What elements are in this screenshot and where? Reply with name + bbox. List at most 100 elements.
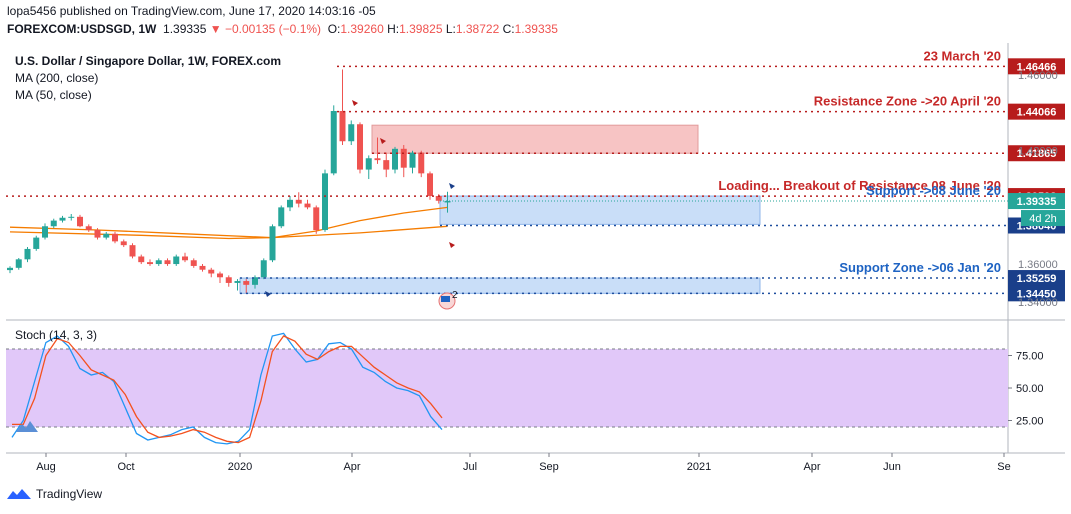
candle[interactable] — [77, 214, 83, 228]
price-tag-label: 1.39335 — [1017, 196, 1057, 208]
candle[interactable] — [287, 196, 293, 212]
price-tag-label: 1.35259 — [1017, 273, 1057, 285]
level-resistance[interactable]: 1.41865 — [372, 145, 1065, 162]
ma50-line[interactable] — [9, 206, 448, 240]
zone-resistance-0[interactable] — [371, 124, 699, 154]
candle-body — [33, 237, 40, 249]
candle-body — [42, 226, 48, 238]
candle[interactable] — [313, 205, 320, 234]
candle[interactable] — [68, 213, 75, 221]
candle[interactable] — [182, 252, 188, 263]
candle[interactable] — [252, 275, 258, 289]
candle[interactable] — [59, 215, 66, 223]
candle[interactable] — [208, 267, 215, 278]
tradingview-brand[interactable]: TradingView — [6, 487, 102, 501]
candle-body — [208, 269, 215, 274]
candle[interactable] — [199, 264, 206, 272]
candle[interactable] — [418, 150, 425, 178]
candle[interactable] — [444, 191, 451, 213]
candle-body — [322, 173, 328, 231]
candle-body — [383, 160, 390, 170]
candle-body — [313, 207, 320, 231]
level-annotation: Support ->08 June '20 — [866, 183, 1001, 198]
candle[interactable] — [15, 257, 22, 270]
stoch-line-k[interactable] — [11, 332, 443, 445]
candle[interactable] — [24, 247, 31, 263]
level-current[interactable]: 1.39335 Support ->08 June '20 — [440, 183, 1065, 210]
candle-body — [85, 226, 92, 231]
price-change: ▼ −0.00135 (−0.1%) — [209, 22, 322, 36]
stoch-legend[interactable]: Stoch (14, 3, 3) — [15, 328, 98, 342]
level-annotation: Support Zone ->06 Jan '20 — [839, 260, 1001, 275]
zone-support-2[interactable] — [239, 277, 761, 294]
candle[interactable] — [164, 258, 171, 266]
candle[interactable] — [409, 150, 416, 174]
candle-body — [287, 199, 293, 208]
candle[interactable] — [225, 275, 232, 287]
candle[interactable] — [33, 235, 40, 251]
stoch-line-d[interactable] — [12, 335, 443, 444]
ma50-legend[interactable]: MA (50, close) — [15, 88, 92, 102]
candle-body — [339, 111, 346, 142]
ma200-line[interactable] — [9, 225, 448, 239]
candle[interactable] — [295, 192, 302, 208]
candle[interactable] — [112, 231, 118, 244]
candle[interactable] — [348, 120, 355, 146]
candle[interactable] — [365, 155, 372, 180]
candle[interactable] — [155, 258, 162, 266]
candle[interactable] — [392, 146, 398, 174]
candle[interactable] — [129, 243, 136, 259]
candle[interactable] — [400, 145, 407, 178]
ma200-legend[interactable]: MA (200, close) — [15, 71, 99, 85]
candle[interactable] — [269, 224, 276, 263]
last-price: 1.39335 — [163, 22, 207, 36]
time-tick-label: Aug — [36, 461, 56, 473]
candle-body — [260, 260, 267, 278]
event-flag-canton — [441, 296, 450, 302]
candle[interactable] — [85, 224, 92, 232]
level-support[interactable]: 1.34450 — [240, 285, 1065, 302]
candle[interactable] — [330, 105, 337, 176]
candle[interactable] — [7, 266, 13, 274]
candle-body — [444, 201, 451, 203]
candle[interactable] — [357, 122, 363, 174]
candle[interactable] — [190, 258, 197, 268]
brand-name: TradingView — [36, 487, 103, 501]
level-resistance[interactable]: 1.46466 23 March '20 — [337, 48, 1065, 75]
candle[interactable] — [217, 271, 223, 283]
annotation-arrow-icon — [449, 183, 455, 189]
events-badge[interactable]: 2 — [438, 290, 458, 310]
candle-body — [330, 111, 337, 174]
candle[interactable] — [339, 69, 346, 146]
level-resistance[interactable]: 1.44066 Resistance Zone ->20 April '20 — [337, 94, 1065, 120]
candle[interactable] — [50, 218, 57, 229]
candle[interactable] — [383, 152, 390, 178]
price-pane[interactable] — [6, 43, 1008, 316]
candle-body — [304, 203, 311, 208]
stoch-band — [6, 349, 1008, 427]
candle[interactable] — [304, 199, 311, 210]
candle[interactable] — [374, 137, 381, 164]
candle[interactable] — [234, 279, 241, 291]
candle-body — [295, 199, 302, 204]
candle[interactable] — [120, 239, 127, 248]
candle[interactable] — [42, 223, 48, 240]
candle-body — [392, 148, 398, 170]
candle[interactable] — [147, 259, 153, 266]
candle[interactable] — [94, 228, 101, 240]
candle-body — [199, 265, 206, 270]
price-tag-label: 1.44066 — [1017, 107, 1057, 119]
candle-body — [129, 245, 136, 257]
candle[interactable] — [103, 231, 110, 240]
candle[interactable] — [138, 254, 145, 265]
candle[interactable] — [427, 171, 433, 200]
candle[interactable] — [173, 254, 180, 266]
candle[interactable] — [260, 258, 267, 280]
close-value: 1.39335 — [514, 22, 558, 36]
candle[interactable] — [243, 279, 250, 294]
candle[interactable] — [278, 205, 285, 229]
zone-support-1[interactable] — [439, 195, 761, 225]
level-support[interactable]: 1.35259 Support Zone ->06 Jan '20 — [240, 260, 1065, 287]
candle[interactable] — [322, 169, 328, 232]
